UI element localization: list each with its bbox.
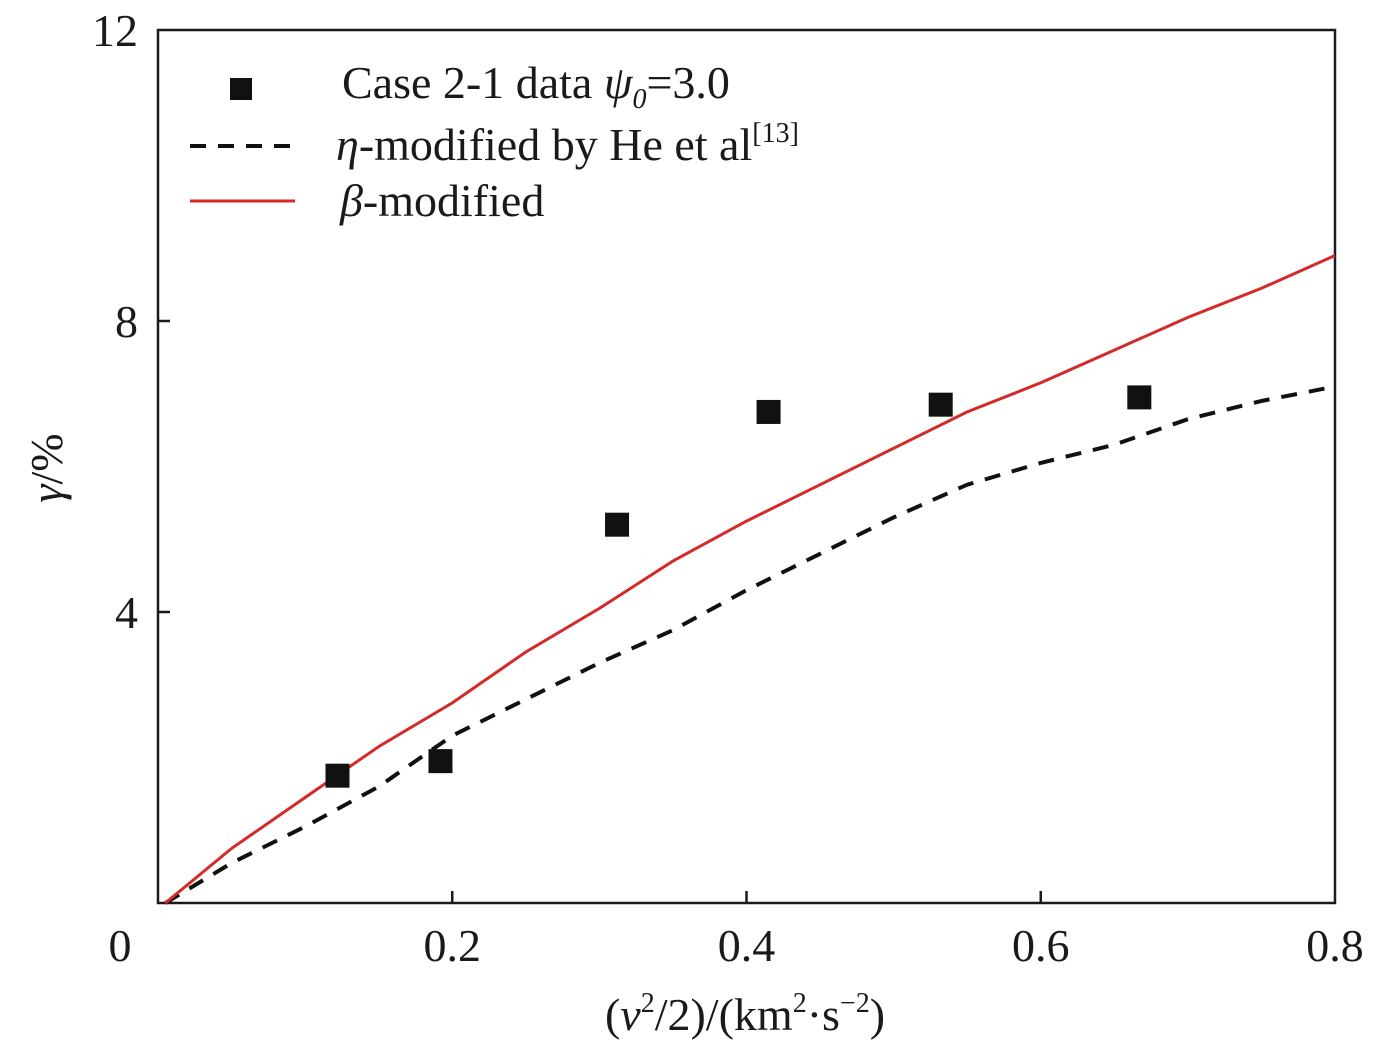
x-tick-label: 0.2 (424, 920, 482, 971)
legend-label-eta: η-modified by He et al[13] (336, 118, 799, 170)
legend-label-case-data: Case 2-1 data ψ0=3.0 (342, 57, 730, 115)
y-tick-label: 8 (115, 296, 138, 347)
x-tick-label: 0 (109, 920, 132, 971)
x-tick-label: 0.4 (718, 920, 776, 971)
data-point (605, 512, 630, 537)
x-tick-label: 0.6 (1012, 920, 1070, 971)
series-line-eta-modified (164, 384, 1336, 905)
data-point (1127, 385, 1152, 410)
y-axis-label: γ/% (21, 433, 72, 502)
legend: Case 2-1 data ψ0=3.0 η-modified by He et… (190, 57, 799, 226)
x-axis-label: (v2/2)/(km2·s−2) (605, 988, 885, 1040)
series-layer (164, 254, 1336, 905)
ticks-layer: 0 0.2 0.4 0.6 0.8 4 8 12 (92, 5, 1364, 971)
y-tick-label: 4 (115, 587, 138, 638)
y-tick-label: 12 (92, 5, 138, 56)
data-point (756, 399, 781, 424)
data-point (325, 763, 350, 788)
series-line-beta-modified (164, 254, 1336, 905)
legend-label-beta: β-modified (339, 175, 544, 226)
data-point (428, 749, 453, 774)
legend-marker-case-data (230, 78, 252, 100)
x-tick-label: 0.8 (1306, 920, 1364, 971)
data-point (928, 392, 953, 417)
